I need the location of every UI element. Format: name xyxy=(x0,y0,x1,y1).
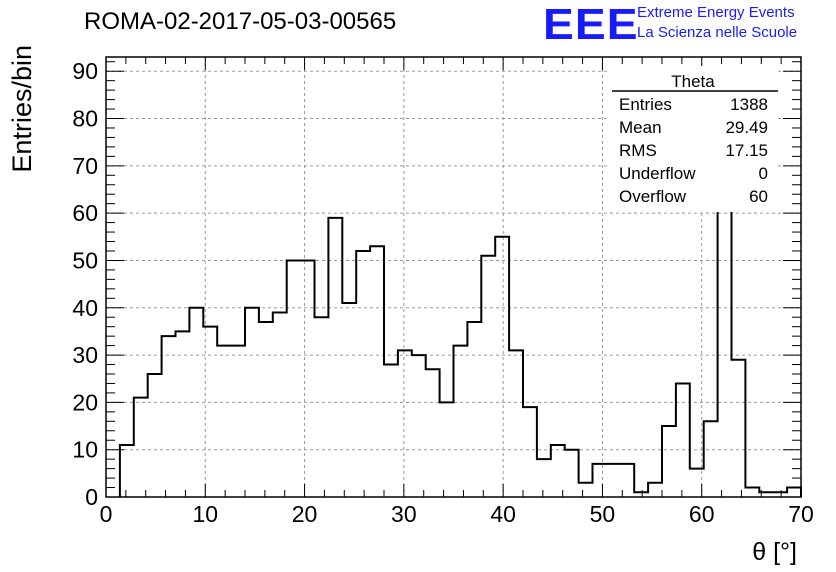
stats-row-value: 60 xyxy=(749,187,768,206)
histogram-bin xyxy=(134,398,148,497)
x-axis: 0 10 20 30 40 50 60 70 xyxy=(100,57,814,527)
histogram-bin xyxy=(454,346,468,497)
histogram-bin xyxy=(217,346,231,497)
logo-line-2: La Scienza nelle Scuole xyxy=(637,24,798,41)
x-tick-label: 70 xyxy=(788,501,814,527)
x-tick-label: 60 xyxy=(689,501,715,527)
y-tick-label: 0 xyxy=(85,484,98,510)
histogram-bin xyxy=(162,336,176,497)
histogram-bin xyxy=(787,488,801,497)
histogram-bin xyxy=(259,322,273,497)
histogram-bin xyxy=(120,445,134,497)
stats-row-label: Entries xyxy=(619,95,672,114)
histogram-bin xyxy=(231,346,245,497)
stats-box-title: Theta xyxy=(671,72,715,91)
histogram-bin xyxy=(467,322,481,497)
x-tick-label: 50 xyxy=(590,501,616,527)
stats-box: Theta Entries 1388 Mean 29.49 RMS 17.15 Underf… xyxy=(610,66,778,212)
histogram-bin xyxy=(398,350,412,497)
histogram-bin xyxy=(676,383,690,497)
plot-frame xyxy=(105,56,802,498)
histogram-bin xyxy=(189,308,203,497)
histogram-bin xyxy=(551,445,565,497)
histogram-bin xyxy=(593,464,607,497)
histogram-bin xyxy=(245,308,259,497)
stats-row-value: 17.15 xyxy=(725,141,768,160)
run-title: ROMA-02-2017-05-03-00565 xyxy=(84,8,397,35)
histogram-bin xyxy=(732,360,746,497)
histogram-bin xyxy=(495,237,509,497)
x-axis-label: θ [°] xyxy=(752,538,797,566)
histogram-bin xyxy=(412,355,426,497)
y-tick-label: 80 xyxy=(72,106,98,132)
y-axis-label: Entries/bin xyxy=(7,45,37,173)
y-tick-label: 70 xyxy=(72,153,98,179)
histogram-bin xyxy=(481,256,495,497)
eee-logo: EEE xyxy=(543,0,639,49)
x-tick-label: 20 xyxy=(292,501,318,527)
histogram-bin xyxy=(384,365,398,497)
histogram-bin xyxy=(509,350,523,497)
x-tick-label: 0 xyxy=(100,501,113,527)
histogram-outline xyxy=(118,79,802,497)
histogram-bin xyxy=(328,218,342,497)
histogram-bin xyxy=(662,426,676,497)
histogram-bin xyxy=(704,421,718,497)
y-tick-label: 10 xyxy=(72,437,98,463)
histogram-bin xyxy=(315,317,329,497)
histogram-bin xyxy=(370,246,384,497)
histogram-bin xyxy=(606,464,620,497)
y-axis: 0 10 20 30 40 50 60 70 80 90 xyxy=(72,58,801,510)
x-tick-label: 40 xyxy=(490,501,516,527)
histogram-bin xyxy=(148,374,162,497)
histogram-bin xyxy=(523,407,537,497)
histogram-bin xyxy=(648,483,662,497)
y-tick-label: 50 xyxy=(72,247,98,273)
histogram-bin xyxy=(287,260,301,497)
y-tick-label: 60 xyxy=(72,200,98,226)
y-tick-label: 20 xyxy=(72,389,98,415)
histogram-bin xyxy=(440,402,454,497)
stats-row-label: Mean xyxy=(619,118,662,137)
stats-row-label: Overflow xyxy=(619,187,687,206)
grid-lines xyxy=(106,57,801,497)
stats-row-value: 1388 xyxy=(730,95,768,114)
histogram-bin xyxy=(273,312,287,497)
histogram-bin xyxy=(342,303,356,497)
histogram-bin xyxy=(537,459,551,497)
histogram-series xyxy=(118,79,802,497)
histogram-bin xyxy=(356,251,370,497)
histogram-bin xyxy=(565,450,579,497)
stats-row-label: RMS xyxy=(619,141,657,160)
histogram-bin xyxy=(426,369,440,497)
stats-row-label: Underflow xyxy=(619,164,696,183)
y-tick-label: 90 xyxy=(72,58,98,84)
histogram-bin xyxy=(301,260,315,497)
logo-line-1: Extreme Energy Events xyxy=(637,4,795,21)
histogram-bin xyxy=(203,327,217,497)
y-tick-label: 40 xyxy=(72,295,98,321)
histogram-bin xyxy=(745,488,759,497)
histogram-bin xyxy=(176,331,190,497)
stats-row-value: 0 xyxy=(759,164,768,183)
x-tick-label: 30 xyxy=(391,501,417,527)
y-tick-label: 30 xyxy=(72,342,98,368)
x-tick-label: 10 xyxy=(192,501,218,527)
stats-row-value: 29.49 xyxy=(725,118,768,137)
histogram-bin xyxy=(579,483,593,497)
